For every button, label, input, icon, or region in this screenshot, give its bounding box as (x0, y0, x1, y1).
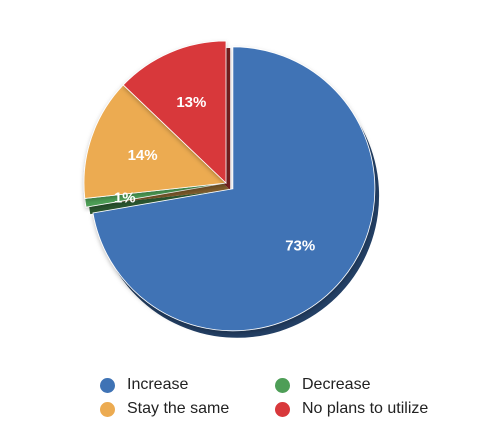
legend-marker-no-plans (275, 401, 290, 417)
legend-item-stay-the-same: Stay the same (100, 398, 275, 420)
pie-slice-stay-the-same (83, 84, 227, 199)
pie-value-label-increase: 73% (285, 238, 315, 255)
legend-label-increase: Increase (127, 376, 189, 393)
legend-label-decrease: Decrease (302, 376, 371, 393)
pie-slice-no-plans-to-utilize (122, 40, 227, 184)
legend-item-decrease: Decrease (275, 374, 470, 396)
legend-item-increase: Increase (100, 374, 275, 396)
legend: Increase Decrease Stay the same No plans… (100, 374, 470, 420)
pie-chart: 73% 1% 14% 13% (83, 40, 380, 338)
pie-value-label-decrease: 1% (114, 189, 136, 206)
legend-marker-increase (100, 377, 115, 393)
pie-labels: 73% 1% 14% 13% (114, 94, 315, 254)
pie-value-label-stay-the-same: 14% (128, 147, 158, 164)
pie-slice-increase (92, 46, 376, 332)
legend-marker-stay-the-same (100, 401, 115, 417)
legend-label-no-plans: No plans to utilize (302, 400, 429, 417)
legend-item-no-plans: No plans to utilize (275, 398, 470, 420)
legend-label-stay-the-same: Stay the same (127, 400, 230, 417)
pie-value-label-no-plans-to-utilize: 13% (176, 94, 206, 111)
pie-slices (83, 40, 376, 332)
legend-marker-decrease (275, 377, 290, 393)
